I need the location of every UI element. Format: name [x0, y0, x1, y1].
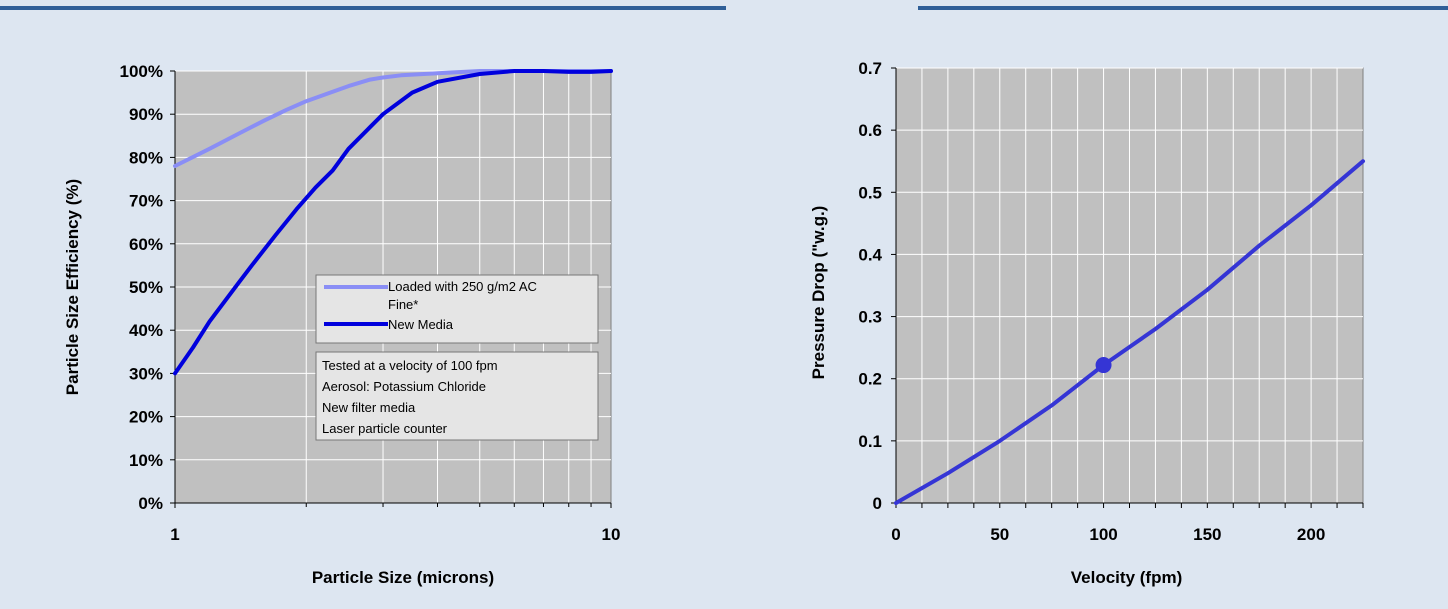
efficiency-y-tick-label: 10%: [129, 451, 163, 470]
pressure-y-tick-label: 0.6: [858, 121, 882, 140]
note-line-media: New filter media: [322, 400, 416, 415]
pressure-y-axis-label: Pressure Drop ("w.g.): [809, 206, 828, 380]
pressure-x-tick-label: 0: [891, 525, 900, 544]
efficiency-y-tick-label: 90%: [129, 105, 163, 124]
efficiency-chart: 0% 10% 20% 30% 40% 50% 60% 70% 80% 90% 100% 1 10 Par…: [63, 62, 621, 587]
efficiency-x-tick-label: 10: [602, 525, 621, 544]
efficiency-y-tick-label: 40%: [129, 321, 163, 340]
efficiency-legend: Loaded with 250 g/m2 AC Fine* New Media: [315, 274, 599, 344]
note-box: [315, 351, 599, 441]
pressure-ticks: 0 0.1 0.2 0.3 0.4 0.5 0.6 0.7 0 50 100 150 200: [858, 59, 1364, 544]
legend-label-loaded-line2: Fine*: [388, 297, 418, 312]
efficiency-y-tick-label: 70%: [129, 192, 163, 211]
series-new-media-line: [173, 69, 613, 376]
pressure-y-tick-label: 0: [873, 494, 882, 513]
note-line-velocity: Tested at a velocity of 100 fpm: [322, 358, 498, 373]
pressure-x-tick-label: 200: [1297, 525, 1325, 544]
efficiency-y-tick-label: 80%: [129, 148, 163, 167]
pressure-x-axis-label: Velocity (fpm): [1071, 568, 1182, 587]
legend-label-loaded-line1: Loaded with 250 g/m2 AC: [388, 279, 537, 294]
pressure-x-tick-label: 50: [990, 525, 1009, 544]
efficiency-series-group: [173, 69, 613, 376]
efficiency-y-tick-label: 100%: [120, 62, 163, 81]
efficiency-y-tick-label: 0%: [138, 494, 163, 513]
note-line-aerosol: Aerosol: Potassium Chloride: [322, 379, 486, 394]
pressure-x-tick-label: 150: [1193, 525, 1221, 544]
pressure-plot-area: [895, 67, 1364, 504]
legend-label-new-media: New Media: [388, 317, 454, 332]
efficiency-y-tick-label: 60%: [129, 235, 163, 254]
operating-point-marker: [1095, 357, 1112, 374]
note-line-counter: Laser particle counter: [322, 421, 448, 436]
efficiency-x-axis-label: Particle Size (microns): [312, 568, 494, 587]
top-accent-bar-left: [0, 6, 726, 10]
pressure-y-tick-label: 0.1: [858, 432, 882, 451]
pressure-y-tick-label: 0.7: [858, 59, 882, 78]
pressure-x-tick-label: 100: [1089, 525, 1117, 544]
test-conditions-note: Tested at a velocity of 100 fpm Aerosol:…: [315, 351, 599, 441]
pressure-y-tick-label: 0.3: [858, 308, 882, 327]
pressure-y-tick-label: 0.4: [858, 245, 882, 264]
efficiency-ticks: 0% 10% 20% 30% 40% 50% 60% 70% 80% 90% 100% 1 10: [120, 62, 621, 544]
efficiency-y-axis-label: Particle Size Efficiency (%): [63, 179, 82, 395]
pressure-y-tick-label: 0.2: [858, 370, 882, 389]
pressure-gridlines: [896, 67, 1363, 504]
pressure-drop-line: [894, 159, 1365, 505]
pressure-y-tick-label: 0.5: [858, 183, 882, 202]
efficiency-y-tick-label: 50%: [129, 278, 163, 297]
efficiency-y-tick-label: 30%: [129, 364, 163, 383]
efficiency-y-tick-label: 20%: [129, 408, 163, 427]
pressure-series-group: [894, 159, 1365, 505]
top-accent-bar-right: [918, 6, 1448, 10]
efficiency-x-tick-label: 1: [170, 525, 179, 544]
